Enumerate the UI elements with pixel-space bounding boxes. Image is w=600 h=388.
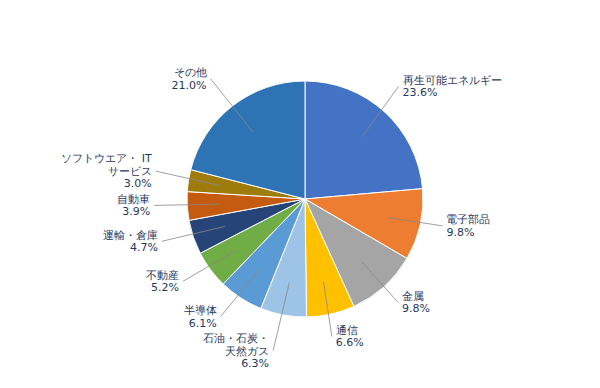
svg-text:自動車3.9%: 自動車3.9% bbox=[117, 193, 150, 219]
svg-text:ソフトウエア・ ITサービス3.0%: ソフトウエア・ ITサービス3.0% bbox=[61, 152, 152, 190]
svg-text:金属9.8%: 金属9.8% bbox=[402, 290, 430, 316]
svg-text:石油・石炭・天然ガス6.3%: 石油・石炭・天然ガス6.3% bbox=[203, 332, 269, 370]
svg-text:通信6.6%: 通信6.6% bbox=[336, 324, 364, 350]
svg-text:その他21.0%: その他21.0% bbox=[172, 66, 207, 92]
svg-text:運輸・倉庫4.7%: 運輸・倉庫4.7% bbox=[103, 229, 158, 255]
svg-text:半導体6.1%: 半導体6.1% bbox=[184, 304, 217, 330]
svg-text:再生可能エネルギー23.6%: 再生可能エネルギー23.6% bbox=[403, 74, 502, 100]
svg-text:電子部品9.8%: 電子部品9.8% bbox=[446, 213, 490, 239]
svg-text:不動産5.2%: 不動産5.2% bbox=[146, 269, 179, 295]
